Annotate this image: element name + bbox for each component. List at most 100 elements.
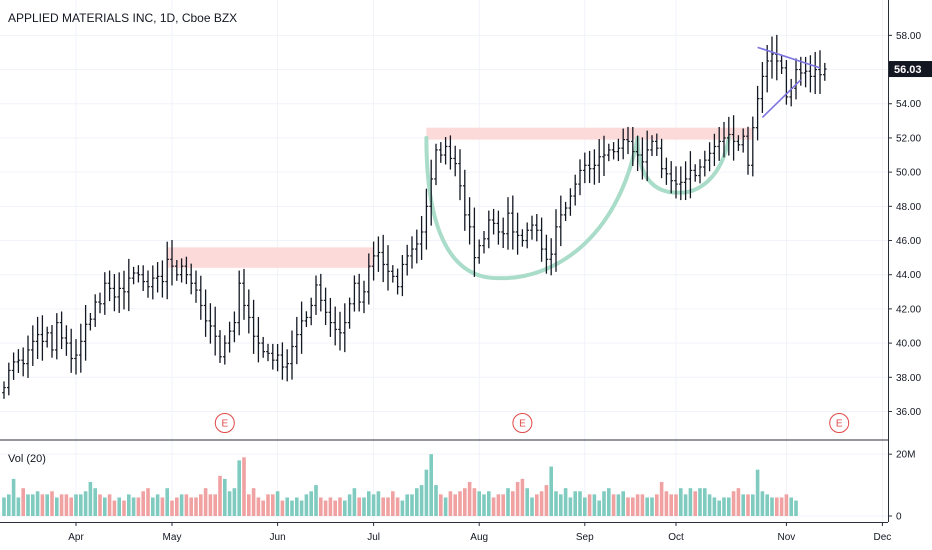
volume-bar xyxy=(31,494,35,516)
ohlc-bar xyxy=(405,244,409,276)
ohlc-bar xyxy=(213,306,217,356)
volume-bar xyxy=(765,494,769,516)
volume-bar xyxy=(592,494,597,516)
ohlc-bar xyxy=(112,274,117,312)
ohlc-bar xyxy=(314,275,318,315)
resistance-zone xyxy=(426,127,753,140)
ohlc-bar xyxy=(295,316,299,365)
ohlc-bar xyxy=(256,316,261,363)
volume-bar xyxy=(127,494,131,516)
volume-bar xyxy=(261,500,265,516)
ohlc-bar xyxy=(7,362,11,396)
time-tick-label: Aug xyxy=(470,532,488,543)
ohlc-bar xyxy=(26,335,30,378)
ohlc-bar xyxy=(218,330,222,363)
ohlc-bar xyxy=(511,195,515,250)
ohlc-bar xyxy=(141,265,145,291)
volume-bar xyxy=(664,491,669,516)
ohlc-bar xyxy=(155,262,160,293)
ohlc-bar xyxy=(323,287,328,326)
ohlc-bar xyxy=(261,336,265,358)
volume-bar xyxy=(784,494,789,516)
volume-bar xyxy=(578,491,582,516)
ohlc-bar xyxy=(2,381,6,399)
ohlc-bar xyxy=(347,297,352,329)
ohlc-bar xyxy=(184,256,189,285)
volume-bar xyxy=(79,494,83,516)
volume-bar xyxy=(184,494,189,516)
volume-bar xyxy=(271,494,275,516)
ohlc-bar xyxy=(453,145,457,177)
earnings-marker[interactable]: E xyxy=(829,413,850,433)
volume-bar xyxy=(213,494,217,516)
ohlc-bar xyxy=(83,305,88,361)
volume-bar xyxy=(55,497,59,516)
ohlc-bar xyxy=(69,328,73,373)
ohlc-bar xyxy=(371,241,376,281)
volume-bar xyxy=(631,497,635,516)
volume-bar xyxy=(472,488,477,516)
time-tick-label: Oct xyxy=(668,532,684,543)
volume-bar xyxy=(703,488,707,516)
earnings-marker[interactable]: E xyxy=(512,413,533,433)
volume-bar xyxy=(189,497,193,516)
volume-bar xyxy=(242,457,246,516)
volume-bar xyxy=(688,488,693,516)
ohlc-bar xyxy=(467,197,472,245)
volume-bar xyxy=(141,491,145,516)
ohlc-bar xyxy=(376,236,381,272)
volume-bar xyxy=(117,497,121,516)
ohlc-bar xyxy=(357,273,361,312)
ohlc-bar xyxy=(549,238,553,276)
ohlc-bar xyxy=(765,44,769,93)
ohlc-bar xyxy=(621,128,625,160)
volume-bar xyxy=(779,497,784,516)
volume-axis[interactable]: 0 20M xyxy=(888,450,915,523)
volume-tick-label: 0 xyxy=(896,512,902,523)
volume-bar xyxy=(146,488,150,516)
volume-bar xyxy=(170,500,174,516)
ohlc-bar xyxy=(439,142,443,163)
time-axis[interactable]: Apr May Jun Jul Aug Sep Oct Nov Dec xyxy=(68,522,891,543)
ohlc-bar xyxy=(107,270,112,302)
ohlc-bar xyxy=(808,55,813,93)
earnings-marker[interactable]: E xyxy=(214,413,235,433)
volume-bar xyxy=(717,500,721,516)
ohlc-bar xyxy=(731,115,736,161)
volume-bar xyxy=(491,497,496,516)
price-tick-label: 42.00 xyxy=(896,304,921,315)
volume-bar xyxy=(424,469,429,516)
ohlc-bar xyxy=(578,159,582,196)
volume-bar xyxy=(453,494,457,516)
volume-bar xyxy=(347,494,352,516)
ohlc-bar xyxy=(386,245,390,291)
volume-bar xyxy=(439,494,443,516)
ohlc-bar xyxy=(506,197,510,250)
volume-bar xyxy=(496,494,501,516)
volume-bar xyxy=(482,494,486,516)
ohlc-bar xyxy=(362,280,366,314)
volume-bar xyxy=(285,497,289,516)
ohlc-bar xyxy=(50,325,54,358)
volume-bar xyxy=(251,488,256,516)
volume-bars xyxy=(2,454,798,516)
volume-bar xyxy=(611,494,616,516)
volume-bar xyxy=(775,497,779,516)
volume-bar xyxy=(199,494,203,516)
triangle-lower-line xyxy=(761,79,802,118)
ohlc-bar xyxy=(203,289,208,337)
volume-bar xyxy=(707,494,712,516)
volume-bar xyxy=(11,478,16,516)
volume-bar xyxy=(683,494,688,516)
volume-bar xyxy=(525,488,529,516)
volume-bar xyxy=(280,500,285,516)
time-tick-label: Jul xyxy=(367,532,380,543)
volume-bar xyxy=(395,497,400,516)
ohlc-bar xyxy=(290,330,294,380)
ohlc-bar xyxy=(175,260,179,281)
volume-bar xyxy=(2,497,6,516)
volume-bar xyxy=(659,482,664,516)
ohlc-bar xyxy=(803,56,808,88)
